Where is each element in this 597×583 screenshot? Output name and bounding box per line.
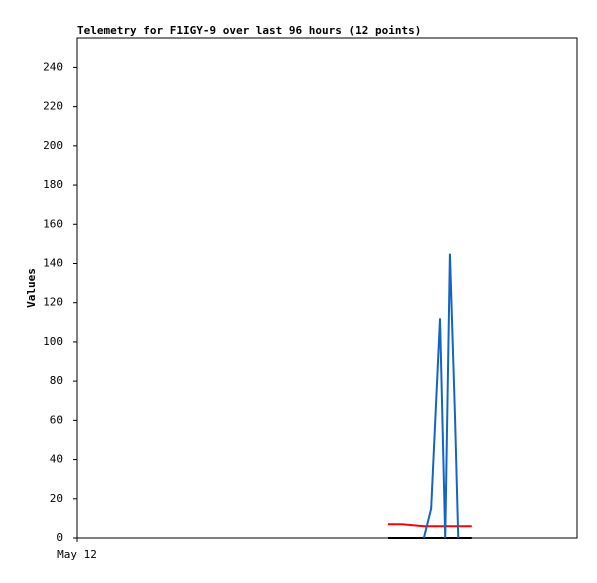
y-tick-label: 20 xyxy=(50,492,63,505)
y-tick-label: 80 xyxy=(50,374,63,387)
y-tick-label: 40 xyxy=(50,453,63,466)
y-axis-label: Values xyxy=(25,268,38,308)
y-tick-label: 180 xyxy=(43,178,63,191)
y-tick-label: 60 xyxy=(50,413,63,426)
y-tick-label: 160 xyxy=(43,217,63,230)
y-tick-label: 240 xyxy=(43,60,63,73)
y-tick-label: 0 xyxy=(56,531,63,544)
y-tick-label: 120 xyxy=(43,296,63,309)
y-tick-label: 100 xyxy=(43,335,63,348)
series-line xyxy=(422,253,460,539)
y-tick-label: 200 xyxy=(43,139,63,152)
plot-frame xyxy=(76,37,578,539)
series-line xyxy=(387,523,472,528)
x-tick-label: May 12 xyxy=(57,548,97,561)
chart-title: Telemetry for F1IGY-9 over last 96 hours… xyxy=(77,24,421,37)
y-tick-label: 140 xyxy=(43,256,63,269)
y-tick-label: 220 xyxy=(43,100,63,113)
